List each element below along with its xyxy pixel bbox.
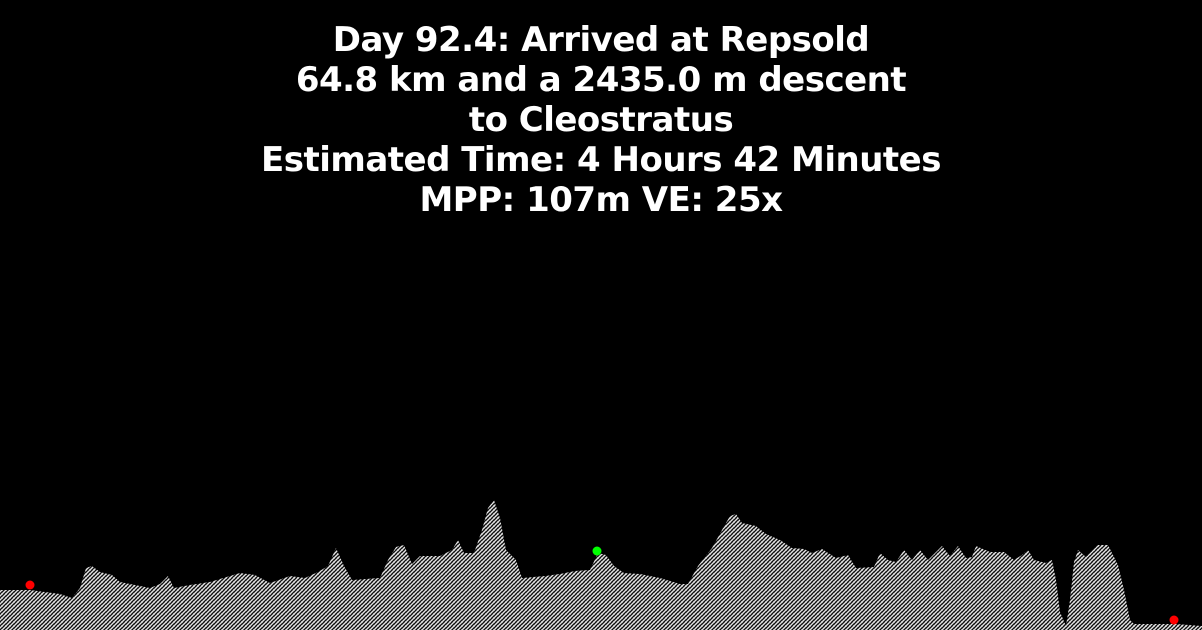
title-distance-descent: 64.8 km and a 2435.0 m descent — [295, 60, 907, 100]
title-block: Day 92.4: Arrived at Repsold 64.8 km and… — [0, 20, 1202, 220]
terrain-area — [0, 500, 1202, 630]
end-marker — [1169, 615, 1179, 625]
title-destination: to Cleostratus — [468, 100, 734, 140]
current-position-marker — [592, 546, 602, 556]
title-day-arrival: Day 92.4: Arrived at Repsold — [332, 20, 870, 60]
title-mpp-ve: MPP: 107m VE: 25x — [419, 180, 783, 220]
title-estimated-time: Estimated Time: 4 Hours 42 Minutes — [261, 140, 941, 180]
start-marker — [25, 580, 35, 590]
